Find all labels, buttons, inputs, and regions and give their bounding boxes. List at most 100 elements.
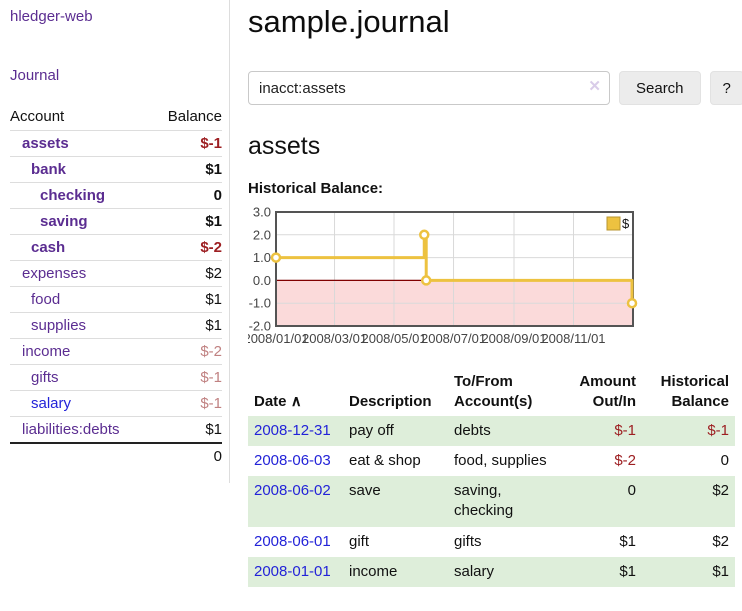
balance-cell: $2 (712, 532, 729, 550)
amount-cell: $1 (619, 562, 636, 580)
description-cell: pay off (349, 421, 394, 439)
account-balance-cell: $1 (151, 312, 222, 339)
clear-search-icon[interactable]: ✕ (588, 78, 601, 95)
register-header-row: Date ∧ Description To/From Account(s) Am… (248, 370, 735, 416)
account-link[interactable]: checking (40, 187, 106, 204)
account-row: supplies $1 (10, 312, 222, 339)
x-axis-tick-label: 2008/09/01 (481, 331, 546, 346)
data-point-marker (270, 252, 282, 263)
total-balance: 0 (151, 442, 222, 469)
account-row: assets $-1 (10, 130, 222, 157)
historical-balance-chart[interactable]: $3.0 2.0 1.0 0.0 -1.0 -2.02008/01/012008/03/0… (248, 206, 646, 354)
description-cell: eat & shop (349, 451, 421, 469)
account-link[interactable]: saving (40, 213, 88, 230)
x-axis-tick-label: 2008/07/01 (421, 331, 486, 346)
description-cell: gift (349, 532, 370, 550)
app-title-link[interactable]: hledger-web (10, 8, 93, 25)
plot-border (275, 211, 634, 327)
account-link[interactable]: salary (31, 395, 72, 412)
date-cell: 2008-12-31 (248, 416, 343, 446)
account-balance-cell: $-2 (151, 234, 222, 261)
account-link[interactable]: food (31, 291, 61, 308)
y-axis-tick-label: 3.0 (253, 206, 271, 220)
account-name-cell: supplies (10, 312, 152, 339)
date-link[interactable]: 2008-06-03 (254, 451, 331, 469)
search-button[interactable]: Search (619, 71, 701, 105)
date-cell: 2008-06-02 (248, 476, 343, 527)
y-axis-tick-label: -1.0 (249, 296, 271, 311)
date-cell: 2008-06-03 (248, 446, 343, 476)
legend-label: $ (622, 216, 630, 231)
account-balance-cell: $1 (151, 286, 222, 313)
balance-cell: 0 (720, 451, 729, 469)
accounts-cell: salary (454, 562, 495, 580)
account-link[interactable]: assets (22, 135, 69, 152)
chart-title-label: Historical Balance: (248, 180, 384, 197)
search-input[interactable] (248, 71, 610, 105)
account-row: checking 0 (10, 182, 222, 209)
account-link[interactable]: gifts (31, 369, 59, 386)
data-point-marker (626, 297, 638, 309)
account-row: food $1 (10, 286, 222, 313)
amount-column-header: Amount Out/In (579, 373, 636, 411)
search-help-button[interactable]: ? (709, 71, 742, 105)
total-spacer (10, 442, 152, 469)
account-link[interactable]: supplies (31, 317, 87, 334)
balance-cell: $-1 (707, 421, 729, 439)
sidebar: hledger-web Journal Account Balance asse… (0, 0, 230, 483)
accounts-cell: debts (454, 421, 491, 439)
account-name-cell: cash (10, 234, 152, 261)
register-row: 2008-06-02 save saving, checking 0 $2 (248, 476, 735, 527)
account-balance-cell: $-1 (151, 390, 222, 417)
account-name-cell: expenses (10, 260, 152, 287)
account-name-cell: food (10, 286, 152, 313)
account-row: gifts $-1 (10, 364, 222, 391)
account-balance-cell: 0 (151, 182, 222, 209)
date-link[interactable]: 2008-06-02 (254, 482, 331, 499)
sort-asc-icon: ∧ (290, 393, 302, 411)
account-link[interactable]: liabilities:debts (22, 421, 120, 438)
search-bar: ✕ Search ? (248, 71, 742, 105)
x-axis-tick-label: 2008/01/01 (248, 331, 309, 346)
amount-cell: $-1 (614, 421, 636, 439)
register-table: Date ∧ Description To/From Account(s) Am… (248, 370, 735, 587)
account-name-cell: bank (10, 156, 152, 183)
register-row: 2008-01-01 income salary $1 $1 (248, 556, 735, 587)
account-balance-cell: $-2 (151, 338, 222, 365)
y-axis-tick-label: -2.0 (249, 319, 271, 334)
y-axis-tick-label: 1.0 (253, 250, 271, 265)
date-cell: 2008-06-01 (248, 527, 343, 557)
account-name-cell: income (10, 338, 152, 365)
account-name-cell: checking (10, 182, 152, 209)
account-row: cash $-2 (10, 234, 222, 261)
account-row: saving $1 (10, 208, 222, 235)
account-row: bank $1 (10, 156, 222, 183)
amount-cell: $1 (619, 532, 636, 550)
x-axis-tick-label: 2008/03/01 (302, 331, 367, 346)
description-column-header: Description (349, 393, 432, 411)
account-name-cell: liabilities:debts (10, 417, 152, 444)
account-link[interactable]: income (22, 343, 71, 360)
account-link[interactable]: bank (31, 161, 67, 178)
data-point-marker (420, 275, 432, 286)
account-balance-cell: $1 (205, 421, 222, 438)
account-balance-cell: $-1 (151, 364, 222, 391)
account-link[interactable]: cash (31, 239, 66, 256)
y-axis-tick-label: 0.0 (253, 273, 271, 288)
accounts-cell: food, supplies (454, 451, 547, 469)
register-row: 2008-06-03 eat & shop food, supplies $-2 0 (248, 446, 735, 476)
date-link[interactable]: 2008-12-31 (254, 421, 331, 439)
journal-link[interactable]: Journal (10, 67, 60, 84)
account-column-header: Account (10, 104, 152, 131)
account-link[interactable]: expenses (22, 265, 87, 282)
date-link[interactable]: 2008-06-01 (254, 532, 331, 550)
account-name-cell: gifts (10, 364, 152, 391)
accounts-cell: gifts (454, 532, 482, 550)
date-column-header[interactable]: Date ∧ (254, 393, 302, 411)
account-row: salary $-1 (10, 390, 222, 417)
accounts-header-row: Account Balance (10, 104, 222, 131)
date-link[interactable]: 2008-01-01 (254, 562, 331, 580)
account-heading: assets (248, 132, 321, 160)
register-row: 2008-12-31 pay off debts $-1 $-1 (248, 415, 735, 446)
accounts-balance-table: Account Balance assets $-1 bank $1 checking 0… (10, 104, 222, 469)
